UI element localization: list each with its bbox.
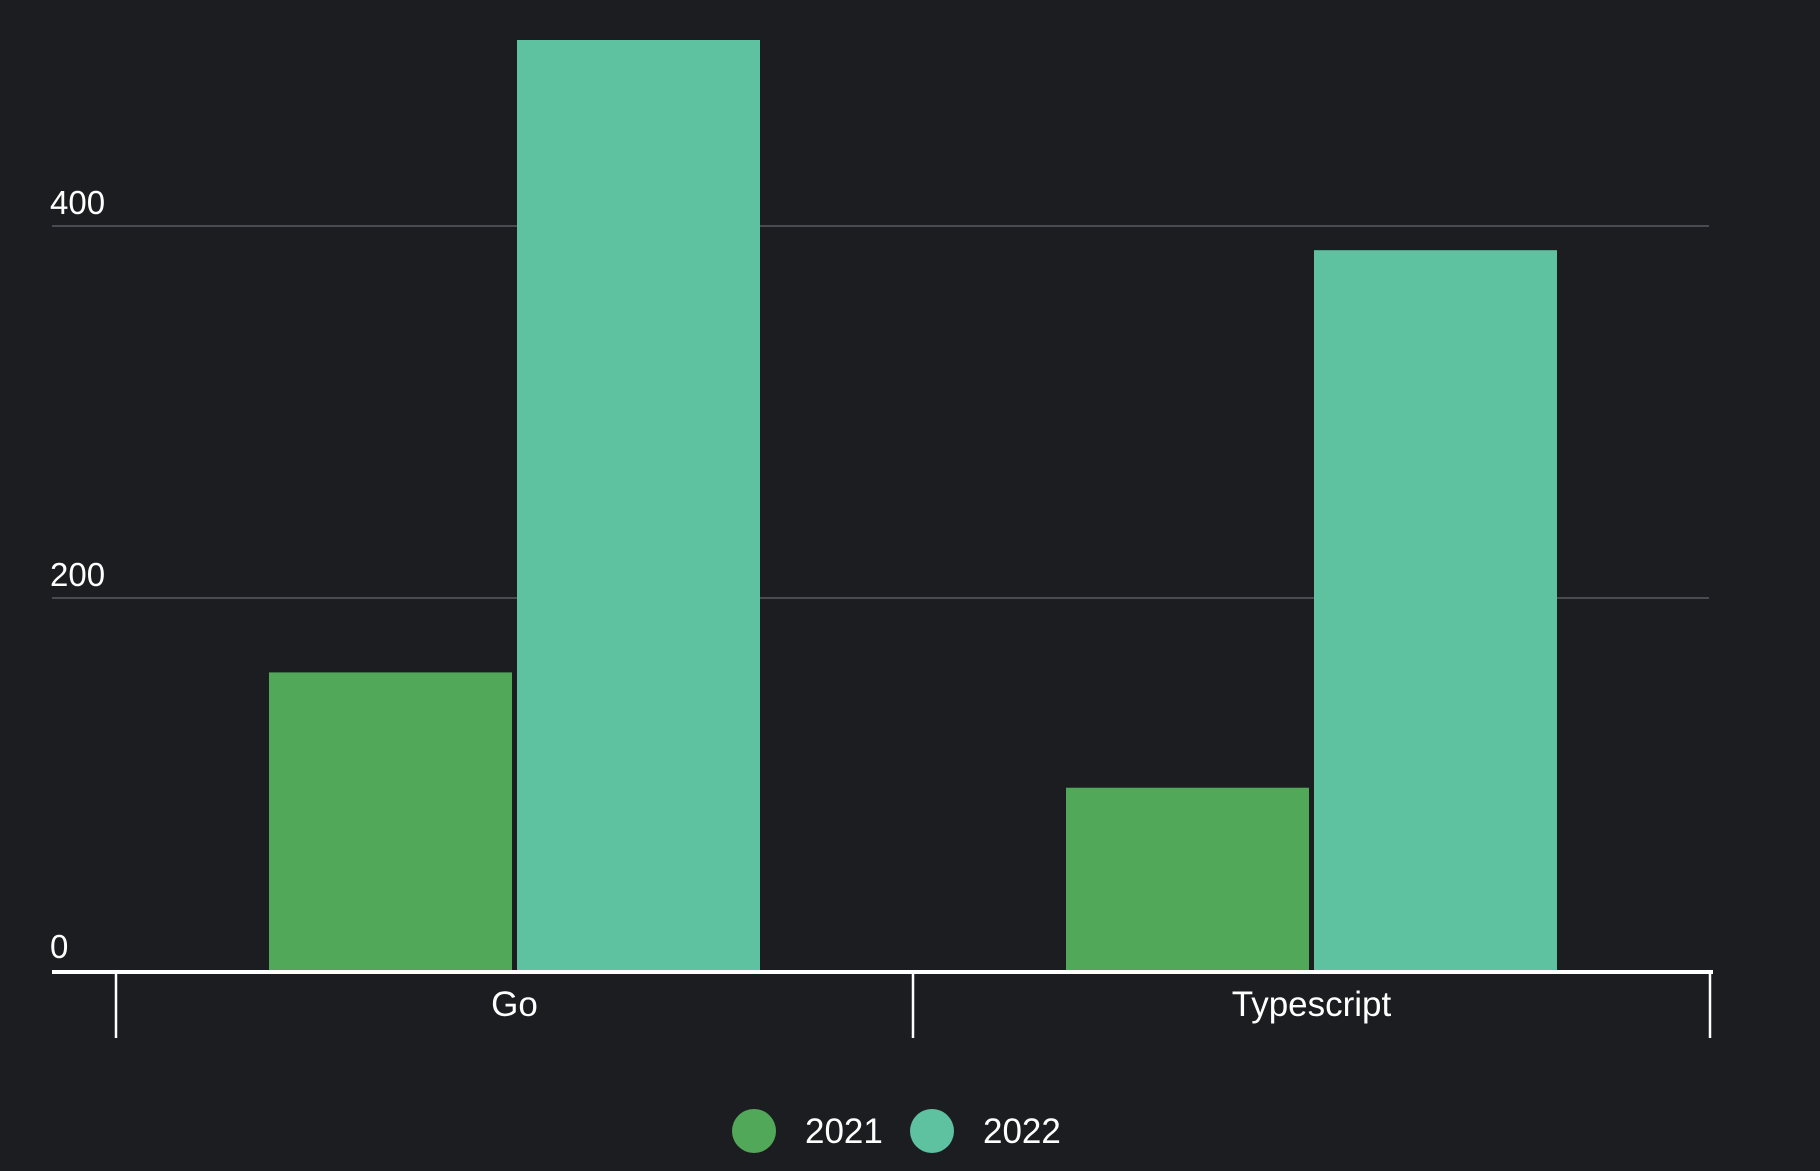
axis-layer bbox=[52, 970, 1713, 1038]
legend: 2021 2022 bbox=[732, 1109, 1061, 1153]
legend-swatch-icon[interactable] bbox=[910, 1109, 954, 1153]
y-tick-label: 200 bbox=[50, 556, 105, 593]
legend-label[interactable]: 2021 bbox=[805, 1112, 883, 1151]
bar-layer bbox=[269, 40, 1557, 970]
x-category-label: Typescript bbox=[1232, 985, 1392, 1024]
legend-swatch-icon[interactable] bbox=[732, 1109, 776, 1153]
bar-2021-go[interactable] bbox=[269, 672, 512, 970]
label-layer: 0 200 400 Go Typescript bbox=[50, 184, 1392, 1024]
legend-label[interactable]: 2022 bbox=[983, 1112, 1061, 1151]
bar-2021-typescript[interactable] bbox=[1066, 787, 1309, 970]
x-category-label: Go bbox=[491, 985, 538, 1024]
y-tick-label: 400 bbox=[50, 184, 105, 221]
bar-2022-typescript[interactable] bbox=[1314, 250, 1557, 970]
y-tick-label: 0 bbox=[50, 928, 68, 965]
bar-2022-go[interactable] bbox=[517, 40, 760, 970]
